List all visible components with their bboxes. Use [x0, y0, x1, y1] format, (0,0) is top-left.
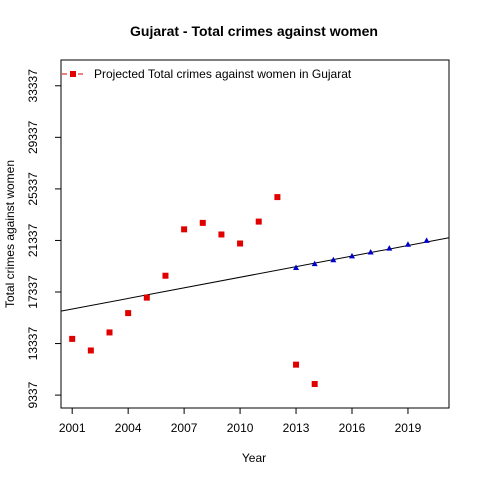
data-point-actual: [125, 310, 132, 317]
data-point-projected: [423, 237, 430, 243]
x-tick-label: 2010: [227, 421, 254, 435]
data-point-actual: [106, 329, 113, 336]
data-point-actual: [199, 219, 206, 226]
data-point-actual: [293, 361, 300, 368]
data-point-projected: [404, 241, 411, 247]
data-point-projected: [311, 260, 318, 267]
y-tick-label: 9337: [26, 381, 40, 408]
data-point-actual: [237, 240, 244, 247]
data-point-actual: [274, 194, 281, 201]
y-axis-label: Total crimes against women: [3, 160, 17, 308]
data-point-actual: [162, 272, 169, 279]
data-point-actual: [69, 335, 76, 342]
y-tick-label: 33337: [26, 69, 40, 103]
x-tick-label: 2016: [339, 421, 366, 435]
y-tick-label: 13337: [26, 327, 40, 361]
data-point-actual: [311, 380, 318, 387]
x-tick-label: 2019: [395, 421, 422, 435]
x-tick-label: 2001: [59, 421, 86, 435]
x-axis-label: Year: [242, 451, 266, 465]
plot-frame: [60, 59, 450, 409]
legend-label: Projected Total crimes against women in …: [94, 67, 352, 81]
data-point-projected: [386, 245, 393, 251]
data-point-projected: [293, 264, 300, 270]
data-point-projected: [330, 256, 337, 263]
chart-title: Gujarat - Total crimes against women: [130, 23, 378, 39]
data-point-actual: [255, 218, 262, 225]
x-tick-label: 2004: [115, 421, 142, 435]
y-tick-label: 25337: [26, 172, 40, 206]
data-point-projected: [367, 249, 374, 255]
legend-marker: [70, 71, 76, 77]
data-point-actual: [143, 294, 150, 301]
y-tick-label: 29337: [26, 120, 40, 154]
data-point-actual: [181, 226, 188, 233]
legend: Projected Total crimes against women in …: [62, 67, 352, 81]
y-tick-label: 21337: [26, 223, 40, 257]
data-point-actual: [87, 347, 94, 354]
data-point-projected: [349, 252, 355, 259]
data-point-actual: [218, 231, 225, 238]
x-tick-label: 2013: [283, 421, 310, 435]
y-tick-label: 17337: [26, 275, 40, 309]
x-tick-label: 2007: [171, 421, 198, 435]
trend-line: [60, 237, 450, 312]
